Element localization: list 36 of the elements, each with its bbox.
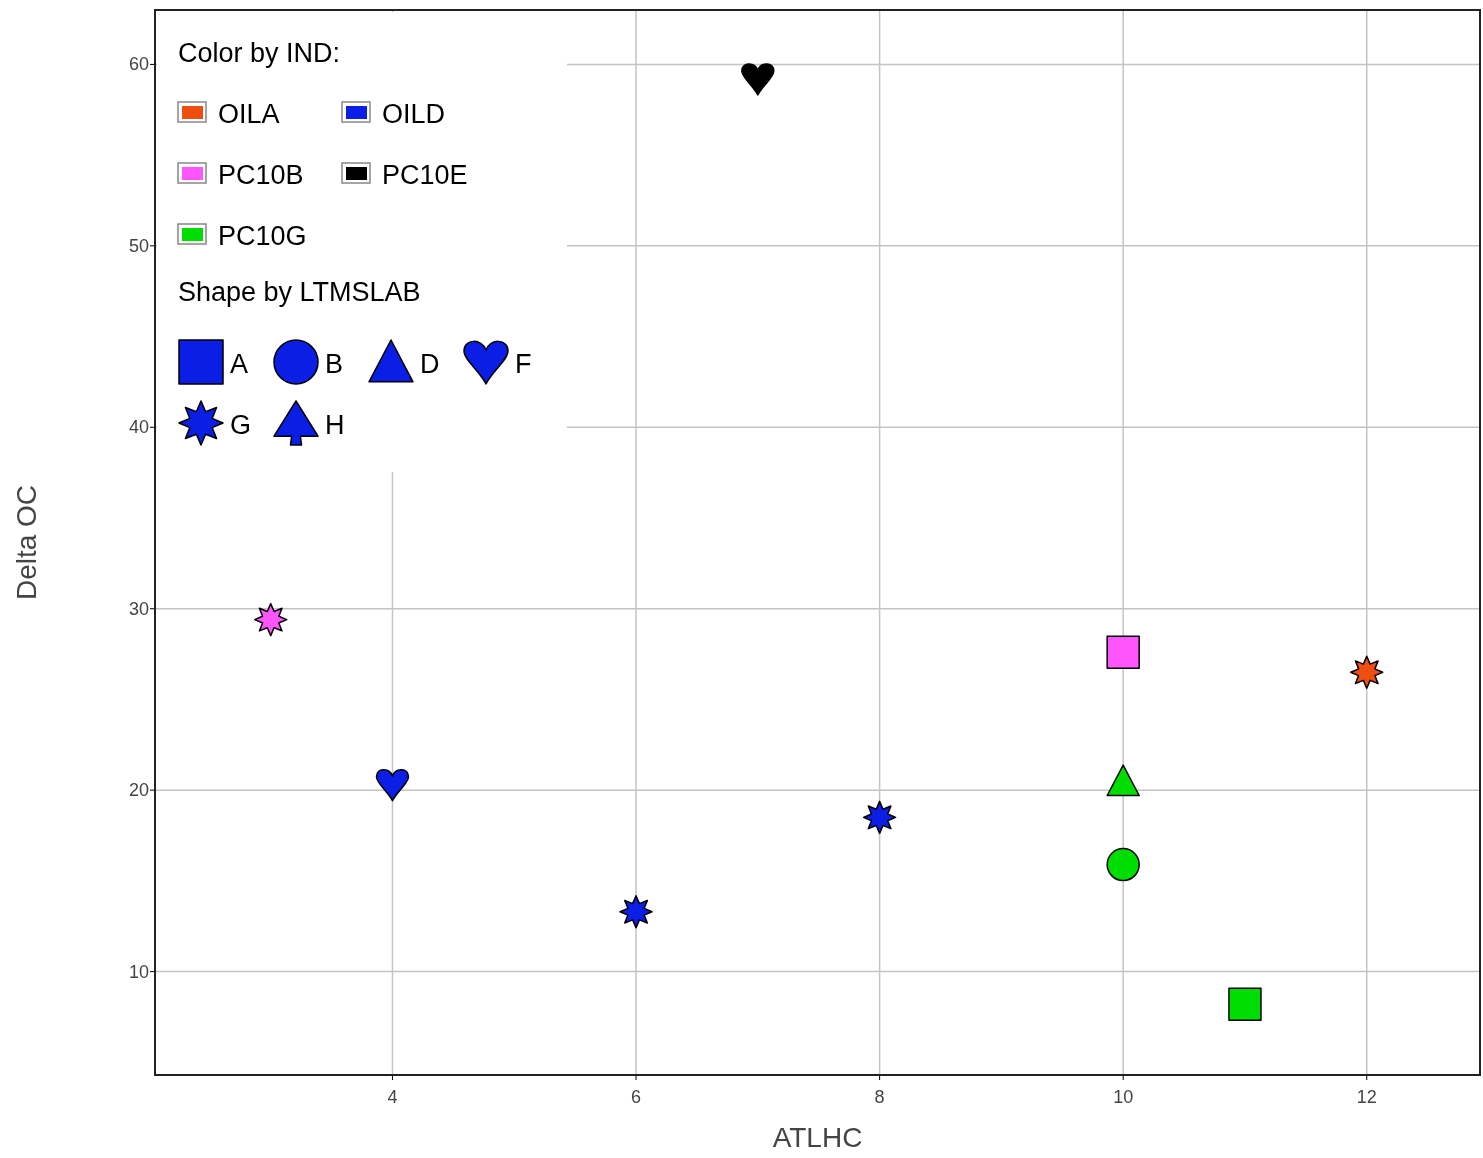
point — [741, 63, 775, 96]
legend-label: OILD — [382, 99, 446, 129]
point — [1106, 635, 1140, 670]
x-tick-label: 6 — [631, 1087, 642, 1107]
legend-label: F — [515, 349, 532, 379]
point — [1349, 655, 1384, 689]
point — [1106, 764, 1140, 797]
y-tick-label: 30 — [128, 598, 149, 619]
point — [253, 602, 288, 637]
y-tick-label: 60 — [128, 54, 149, 75]
y-tick-label: 50 — [128, 235, 149, 256]
point — [1228, 987, 1262, 1021]
point — [619, 894, 653, 929]
legend-label: D — [420, 349, 440, 379]
y-tick-label: 20 — [128, 780, 149, 801]
y-tick-label: 40 — [128, 417, 149, 438]
y-tick-label: 10 — [128, 961, 149, 982]
x-tick-label: 4 — [387, 1087, 398, 1107]
legend-label: G — [230, 410, 252, 440]
x-tick-label: 12 — [1356, 1087, 1377, 1107]
y-axis-title: Delta OC — [11, 484, 42, 601]
annotation: Shape by LTMSLAB — [178, 277, 421, 307]
legend-label: B — [325, 349, 344, 379]
legend-label: PC10E — [382, 160, 468, 190]
x-tick-label: 8 — [874, 1087, 885, 1107]
point — [1106, 847, 1140, 882]
legend-title: Color by IND: — [178, 38, 341, 68]
legend-label: A — [230, 349, 249, 379]
point — [375, 768, 410, 802]
legend-label: PC10G — [218, 221, 307, 251]
point — [862, 800, 897, 835]
x-tick-label: 10 — [1113, 1087, 1134, 1107]
legend-label: OILA — [218, 99, 280, 129]
legend-label: H — [325, 410, 345, 440]
x-axis-title: ATLHC — [772, 1122, 863, 1153]
legend-label: PC10B — [218, 160, 304, 190]
